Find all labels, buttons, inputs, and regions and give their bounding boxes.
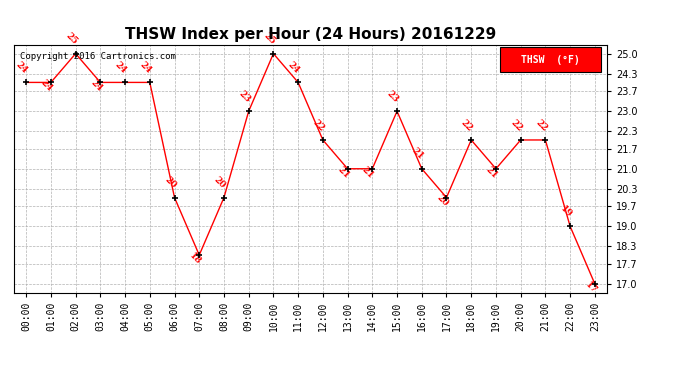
- Text: 22: 22: [311, 118, 326, 133]
- Text: Copyright 2016 Cartronics.com: Copyright 2016 Cartronics.com: [20, 53, 176, 62]
- Text: 20: 20: [435, 194, 450, 208]
- Text: 20: 20: [163, 176, 178, 190]
- Text: 24: 24: [138, 60, 153, 75]
- Text: 18: 18: [188, 251, 203, 266]
- Text: 22: 22: [533, 118, 549, 133]
- Text: 21: 21: [360, 165, 376, 180]
- Text: 25: 25: [262, 32, 277, 47]
- Text: 24: 24: [39, 78, 55, 93]
- Text: 24: 24: [88, 78, 104, 93]
- Text: 20: 20: [213, 176, 227, 190]
- Text: 24: 24: [14, 60, 30, 75]
- Text: 22: 22: [460, 118, 475, 133]
- Text: 21: 21: [410, 147, 425, 162]
- Text: 24: 24: [113, 60, 128, 75]
- Text: 17: 17: [583, 280, 598, 295]
- Text: 21: 21: [336, 165, 351, 180]
- Text: 19: 19: [558, 204, 573, 219]
- Text: 21: 21: [484, 165, 500, 180]
- Text: 22: 22: [509, 118, 524, 133]
- FancyBboxPatch shape: [500, 48, 601, 72]
- Title: THSW Index per Hour (24 Hours) 20161229: THSW Index per Hour (24 Hours) 20161229: [125, 27, 496, 42]
- Text: 24: 24: [286, 60, 302, 75]
- Text: 25: 25: [64, 32, 79, 47]
- Text: 23: 23: [237, 89, 252, 104]
- Text: 23: 23: [385, 89, 400, 104]
- Text: THSW  (°F): THSW (°F): [522, 55, 580, 65]
